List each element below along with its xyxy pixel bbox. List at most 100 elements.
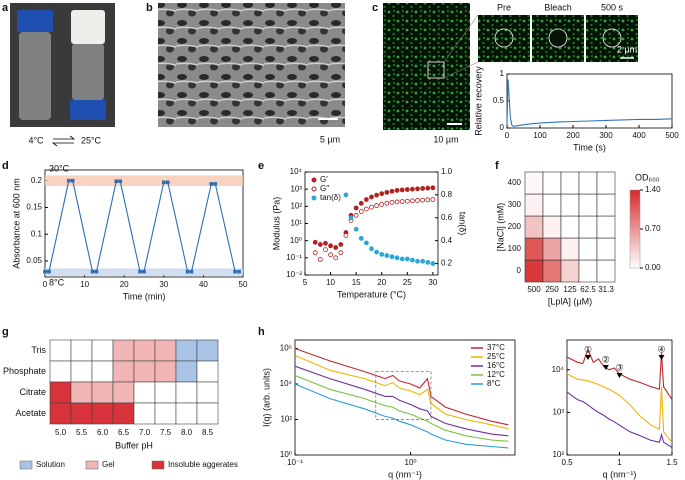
y-tick-label: 10²	[290, 201, 302, 210]
y-tick-label: 100	[508, 244, 522, 253]
heatmap-cell	[524, 215, 544, 239]
y-tick-label: 300	[508, 200, 522, 209]
panel-labels: a b c d e f g h	[2, 2, 499, 338]
heatmap-cell	[596, 171, 616, 195]
data-point	[425, 197, 431, 203]
matrix-cell	[49, 360, 72, 383]
matrix-cell	[49, 381, 72, 404]
legend-label: G′	[320, 175, 328, 184]
data-point	[94, 269, 99, 274]
data-line	[294, 354, 509, 430]
data-point	[233, 269, 237, 274]
vial-cap	[17, 10, 53, 32]
sem-photo	[158, 3, 345, 127]
x-tick-label: 500	[665, 131, 679, 140]
y-axis-label: [NaCl] (mM)	[495, 203, 505, 252]
x-tick-label: 8.0	[181, 428, 193, 437]
heatmap-cell	[560, 171, 580, 195]
y-tick-label: 10⁻¹	[286, 253, 302, 262]
matrix-cell	[112, 402, 135, 425]
frame-title: Bleach	[544, 2, 572, 12]
x-tick-label: 62.5	[580, 285, 596, 294]
heatmap-cell	[560, 237, 580, 261]
x-tick-label: 1	[617, 458, 622, 467]
x-axis-label: q (nm⁻¹)	[603, 469, 637, 479]
data-point	[333, 255, 339, 261]
data-point	[369, 194, 374, 200]
x-axis-label: q (nm⁻¹)	[388, 469, 422, 479]
legend-label: 25°C	[487, 352, 505, 361]
frap-images: 10 µm Pre Bleach 500 s 2 µm	[383, 2, 638, 144]
data-point	[415, 258, 420, 264]
y-tick-label: 10⁰	[290, 236, 302, 245]
data-point	[374, 192, 380, 198]
heatmap-cell	[524, 259, 544, 283]
equilibrium-arrow	[51, 135, 76, 147]
data-point	[384, 189, 390, 195]
zoom-line	[443, 14, 479, 79]
data-point	[343, 192, 349, 198]
data-point	[348, 215, 354, 221]
data-point	[374, 249, 380, 255]
matrix-cell	[49, 402, 72, 425]
annotation-marker	[585, 355, 591, 360]
legend-swatch	[151, 460, 165, 470]
frame-photo	[586, 15, 638, 62]
data-point	[114, 179, 119, 184]
data-point	[353, 226, 359, 232]
data-point	[399, 256, 405, 262]
data-point	[379, 191, 385, 197]
panel-letter: h	[258, 326, 265, 338]
x-tick-label: 7.5	[160, 428, 172, 437]
legend-label: Solution	[36, 460, 65, 469]
data-point	[374, 203, 380, 209]
data-point	[410, 186, 415, 192]
x-tick-label: 5.0	[55, 428, 67, 437]
x-tick-label: 250	[545, 285, 559, 294]
x-tick-label: 20	[120, 280, 129, 289]
temperature-label: 4°C	[28, 135, 44, 145]
bleach-circle	[602, 28, 622, 48]
data-point	[430, 261, 436, 266]
matrix-cell	[133, 402, 156, 425]
matrix-cell	[70, 339, 93, 362]
heatmap-cell	[596, 193, 616, 217]
matrix-cell	[112, 381, 135, 404]
colorbar-tick-label: 0.70	[645, 224, 661, 233]
scale-label: 5 µm	[320, 134, 340, 144]
y2-tick-label: 0.6	[441, 213, 453, 222]
data-line	[294, 374, 509, 442]
legend-label: 8°C	[487, 379, 501, 388]
data-point	[420, 186, 426, 191]
data-point	[66, 178, 71, 183]
data-point	[312, 250, 318, 256]
data-point	[43, 269, 47, 274]
data-line	[294, 347, 509, 426]
panel-letter: f	[495, 160, 499, 172]
matrix-cell	[175, 381, 198, 404]
x-tick-label: 300	[599, 131, 613, 140]
data-point	[213, 182, 218, 186]
panel-letter: e	[258, 160, 264, 172]
heatmap-cell	[560, 193, 580, 217]
data-point	[165, 180, 170, 185]
data-point	[425, 260, 431, 265]
annotation-marker	[658, 355, 665, 360]
y-tick-label: 0.1	[31, 229, 43, 238]
x-tick-label: 0	[43, 280, 48, 289]
annotation-label: ③	[615, 362, 623, 372]
band	[45, 175, 243, 187]
matrix-cell	[133, 381, 156, 404]
data-point	[358, 200, 364, 206]
matrix-cell	[70, 360, 93, 383]
y-tick-label: 0.05	[26, 256, 42, 265]
heatmap-cell	[578, 259, 598, 283]
matrix-cell	[91, 339, 114, 362]
data-point	[363, 197, 369, 202]
data-point	[420, 258, 426, 264]
plot-frame	[294, 339, 516, 456]
data-point	[138, 269, 142, 274]
y-axis-label: Modulus (Pa)	[271, 197, 281, 251]
data-point	[358, 235, 364, 241]
data-point	[394, 255, 400, 261]
